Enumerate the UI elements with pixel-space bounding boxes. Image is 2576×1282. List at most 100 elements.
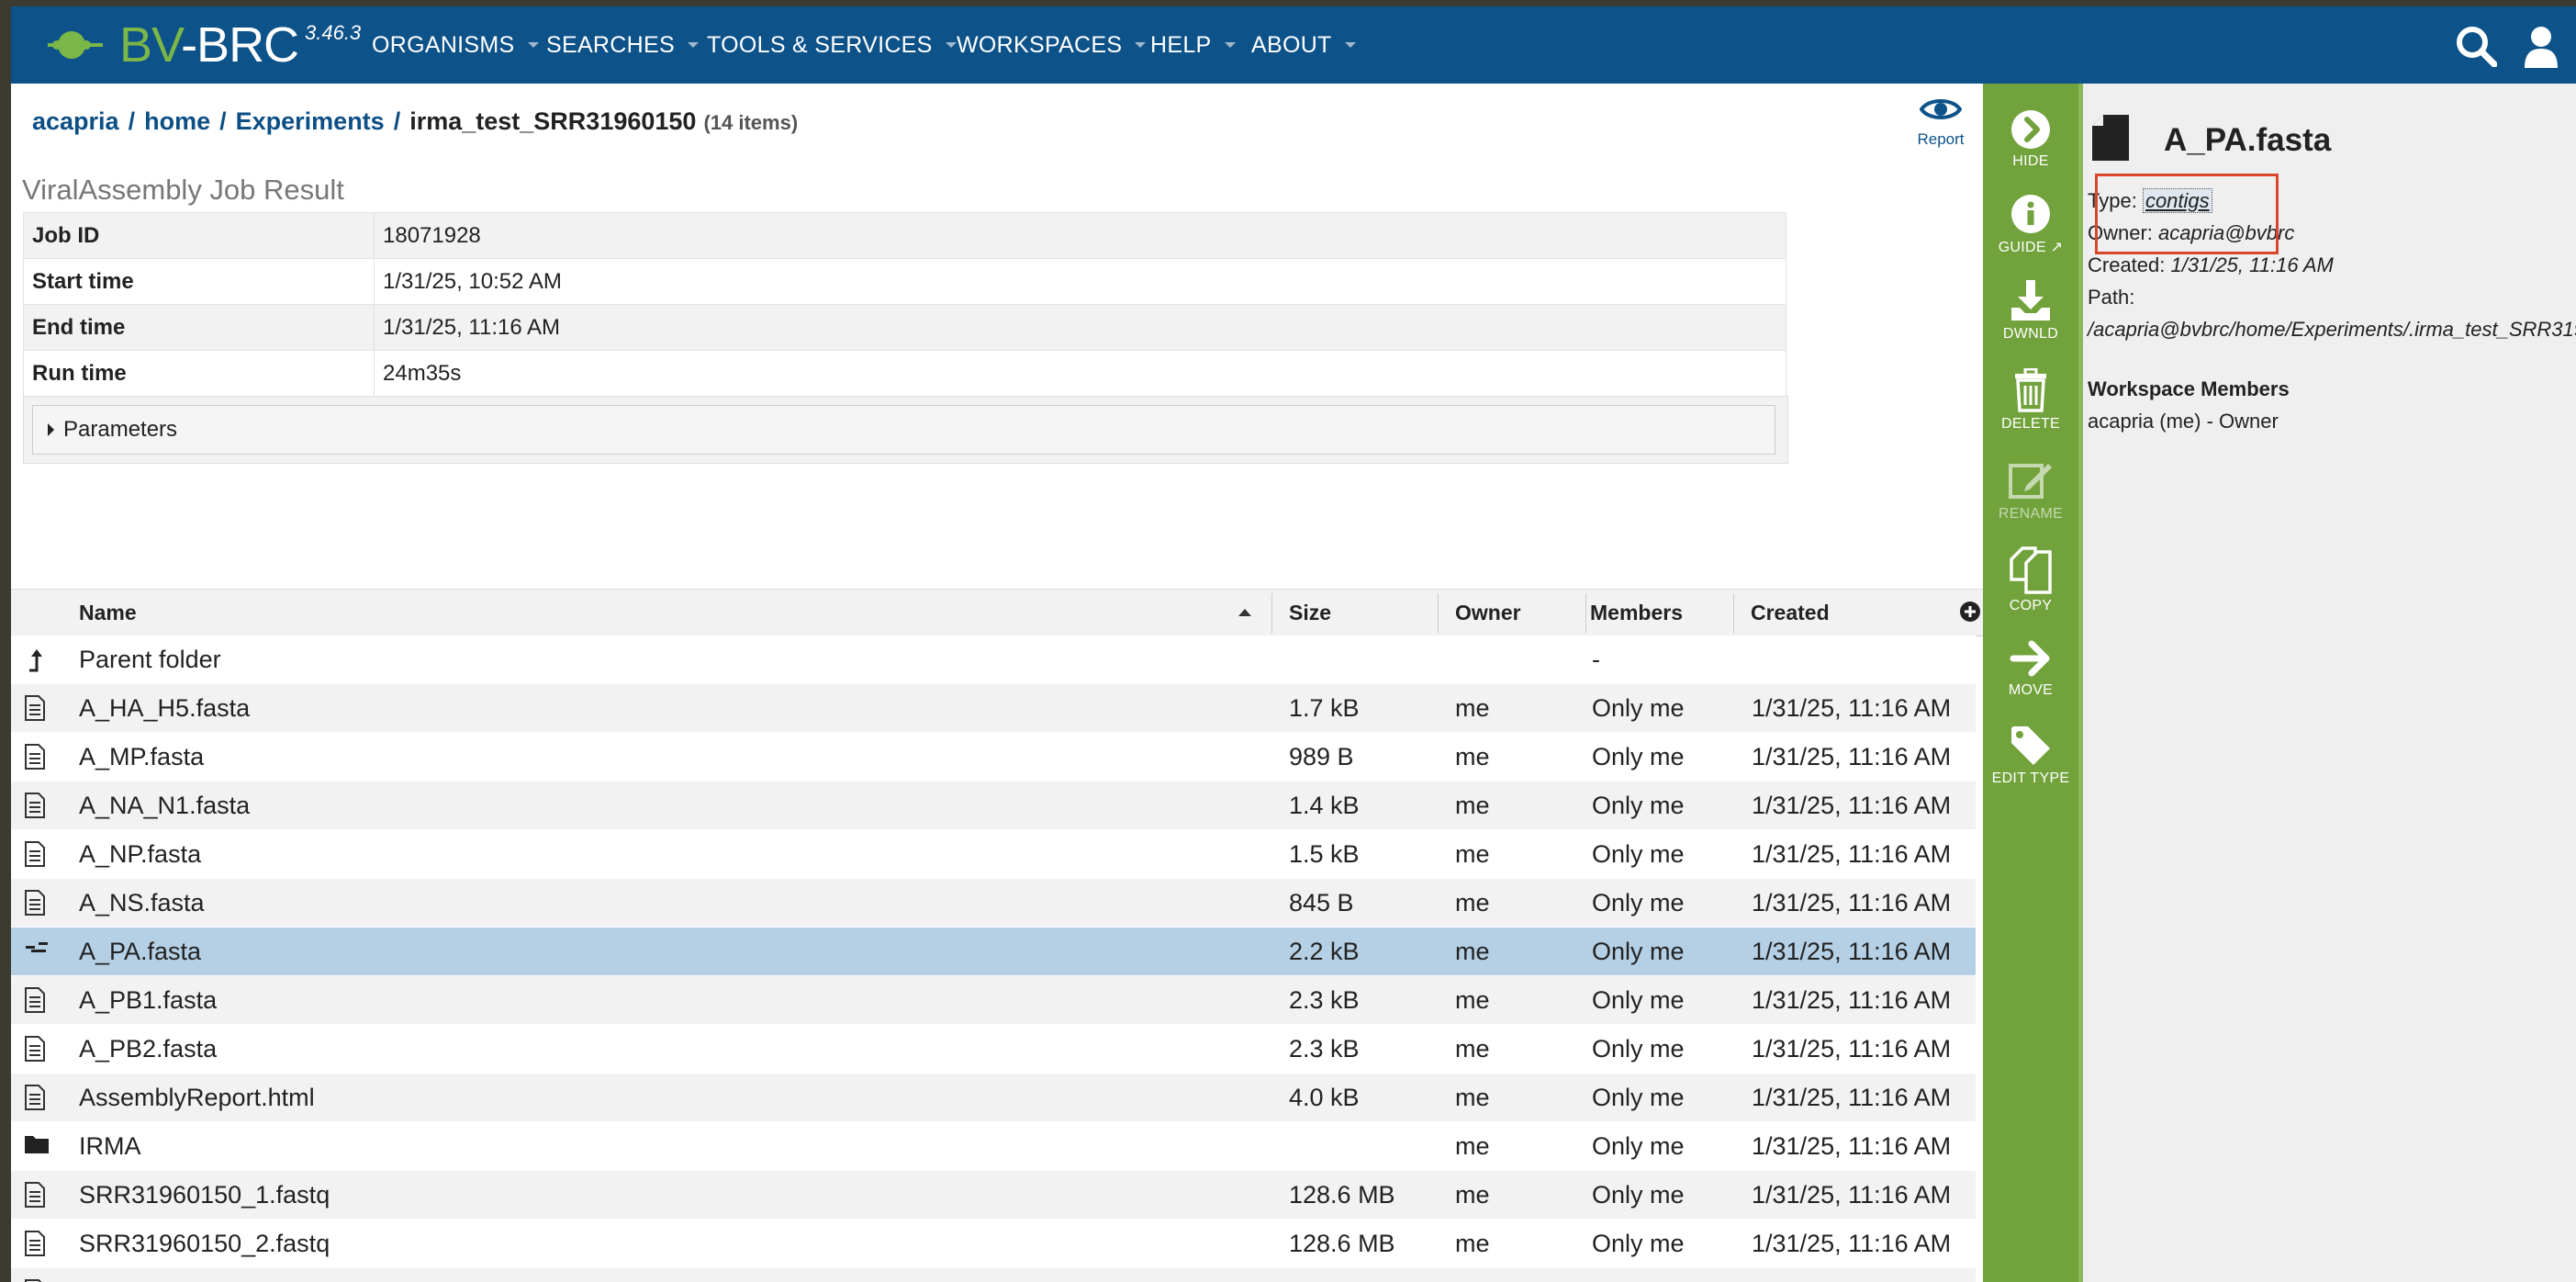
job-row: End time 1/31/25, 11:16 AM bbox=[23, 304, 1786, 351]
edit-type-label: EDIT TYPE bbox=[1991, 770, 2070, 786]
hide-button[interactable]: HIDE bbox=[1983, 109, 2078, 170]
file-owner: me bbox=[1455, 1035, 1490, 1063]
file-created: 1/31/25, 11:16 AM bbox=[1752, 1084, 1952, 1111]
owner-label: Owner: bbox=[2088, 221, 2153, 244]
file-members: Only me bbox=[1592, 840, 1685, 868]
column-divider[interactable] bbox=[1438, 593, 1439, 634]
file-created: 1/31/25, 11:16 AM bbox=[1752, 743, 1952, 770]
report-button[interactable]: Report bbox=[1908, 95, 1974, 149]
file-icon bbox=[24, 793, 46, 818]
file-name: A_HA_H5.fasta bbox=[79, 694, 251, 722]
move-button[interactable]: MOVE bbox=[1983, 638, 2078, 699]
type-value[interactable]: contigs bbox=[2142, 188, 2212, 213]
col-members-header[interactable]: Members bbox=[1590, 601, 1683, 624]
table-row[interactable]: AssemblyReport.html 4.0 kB me Only me 1/31/2… bbox=[11, 1074, 1976, 1121]
file-owner: me bbox=[1455, 743, 1490, 770]
table-row[interactable]: irma_test_SRR31960150_all.fasta 10.9 kB me… bbox=[11, 1268, 1976, 1282]
parameters-toggle[interactable]: Parameters bbox=[32, 405, 1775, 455]
col-created-header[interactable]: Created bbox=[1751, 601, 1830, 624]
file-name: A_NS.fasta bbox=[79, 889, 205, 917]
file-owner: me bbox=[1455, 792, 1490, 819]
table-row[interactable]: Parent folder - bbox=[11, 635, 1976, 683]
copy-button[interactable]: COPY bbox=[1983, 546, 2078, 614]
table-row[interactable]: SRR31960150_1.fastq 128.6 MB me Only me 1/31… bbox=[11, 1171, 1976, 1219]
file-icon bbox=[24, 1182, 46, 1208]
file-icon bbox=[24, 695, 46, 721]
file-owner: me bbox=[1455, 986, 1490, 1014]
app-window: BV-BRC 3.46.3 ORGANISMS SEARCHES TOOLS &… bbox=[11, 6, 2576, 1282]
panel-resize-handle[interactable] bbox=[2078, 84, 2083, 1282]
nav-about-label: ABOUT bbox=[1251, 31, 1332, 58]
chevron-down-icon bbox=[1135, 42, 1147, 48]
col-size-header[interactable]: Size bbox=[1289, 601, 1332, 624]
version-label: 3.46.3 bbox=[305, 21, 362, 44]
nav-tools-label: TOOLS & SERVICES bbox=[707, 31, 933, 58]
col-name-header[interactable]: Name bbox=[79, 601, 137, 624]
sort-ascending-icon[interactable] bbox=[1238, 609, 1251, 616]
column-divider[interactable] bbox=[1585, 593, 1586, 634]
nav-organisms[interactable]: ORGANISMS bbox=[372, 30, 539, 60]
table-row[interactable]: A_NS.fasta 845 B me Only me 1/31/25, 11:16 A… bbox=[11, 879, 1976, 927]
eye-icon bbox=[1919, 99, 1963, 119]
table-row[interactable]: SRR31960150_2.fastq 128.6 MB me Only me 1/31… bbox=[11, 1220, 1976, 1267]
column-divider[interactable] bbox=[1733, 593, 1734, 634]
job-value: 1/31/25, 10:52 AM bbox=[374, 258, 1786, 305]
table-row[interactable]: IRMA me Only me 1/31/25, 11:16 AM bbox=[11, 1122, 1976, 1170]
nav-workspaces[interactable]: WORKSPACES bbox=[957, 30, 1147, 60]
file-owner: me bbox=[1455, 889, 1490, 917]
guide-button[interactable]: GUIDE ↗ bbox=[1983, 194, 2078, 256]
file-owner: me bbox=[1455, 1084, 1490, 1111]
file-size: 1.7 kB bbox=[1289, 694, 1360, 722]
col-owner-header[interactable]: Owner bbox=[1455, 601, 1521, 624]
job-key: Job ID bbox=[23, 212, 375, 259]
logo-brand-text: BV-BRC bbox=[119, 17, 299, 73]
column-chooser-icon[interactable] bbox=[1959, 601, 1981, 623]
nav-help[interactable]: HELP bbox=[1150, 30, 1236, 60]
user-icon[interactable] bbox=[2523, 25, 2559, 69]
job-key: End time bbox=[23, 304, 375, 351]
breadcrumb-separator: / bbox=[128, 107, 136, 135]
file-created: 1/31/25, 11:16 AM bbox=[1752, 889, 1952, 917]
rename-button: RENAME bbox=[1983, 458, 2078, 523]
chevron-down-icon bbox=[687, 42, 699, 48]
breadcrumb-acapria[interactable]: acapria bbox=[32, 107, 119, 135]
file-name: A_PB2.fasta bbox=[79, 1035, 218, 1063]
edit-type-button[interactable]: EDIT TYPE bbox=[1983, 725, 2078, 787]
file-name: SRR31960150_2.fastq bbox=[79, 1230, 330, 1257]
breadcrumb-separator: / bbox=[219, 107, 227, 135]
contigs-icon bbox=[24, 939, 48, 964]
table-row[interactable]: A_MP.fasta 989 B me Only me 1/31/25, 11:16 A… bbox=[11, 733, 1976, 781]
file-name: Parent folder bbox=[79, 646, 221, 673]
delete-button[interactable]: DELETE bbox=[1983, 368, 2078, 433]
table-row[interactable]: A_HA_H5.fasta 1.7 kB me Only me 1/31/25, 11:… bbox=[11, 684, 1976, 732]
owner-value: acapria@bvbrc bbox=[2158, 221, 2295, 244]
search-icon[interactable] bbox=[2455, 25, 2497, 67]
move-label: MOVE bbox=[2008, 682, 2054, 698]
file-members: Only me bbox=[1592, 694, 1685, 722]
job-value: 18071928 bbox=[374, 212, 1786, 259]
table-row[interactable]: A_PB2.fasta 2.3 kB me Only me 1/31/25, 11:16… bbox=[11, 1025, 1976, 1073]
bvbrc-logo[interactable]: BV-BRC 3.46.3 bbox=[39, 17, 361, 73]
file-icon bbox=[24, 890, 46, 916]
table-row[interactable]: A_PA.fasta 2.2 kB me Only me 1/31/25, 11:16 … bbox=[11, 928, 1976, 975]
type-line: Type: contigs bbox=[2088, 188, 2212, 213]
file-size: 2.2 kB bbox=[1289, 938, 1360, 965]
file-members: Only me bbox=[1592, 1268, 1685, 1282]
table-row[interactable]: A_NP.fasta 1.5 kB me Only me 1/31/25, 11:16 … bbox=[11, 830, 1976, 878]
file-icon bbox=[24, 1036, 46, 1062]
folder-icon bbox=[24, 1133, 49, 1159]
nav-about[interactable]: ABOUT bbox=[1251, 30, 1356, 60]
breadcrumb-experiments[interactable]: Experiments bbox=[235, 107, 385, 135]
table-row[interactable]: A_NA_N1.fasta 1.4 kB me Only me 1/31/25, 11:… bbox=[11, 782, 1976, 829]
table-row[interactable]: A_PB1.fasta 2.3 kB me Only me 1/31/25, 11:16… bbox=[11, 976, 1976, 1024]
download-button[interactable]: DWNLD bbox=[1983, 278, 2078, 343]
breadcrumb-home[interactable]: home bbox=[144, 107, 211, 135]
file-created: 1/31/25, 11:16 AM bbox=[1752, 694, 1952, 722]
file-owner: me bbox=[1455, 1230, 1490, 1257]
nav-tools-services[interactable]: TOOLS & SERVICES bbox=[707, 30, 957, 60]
edit-icon bbox=[2009, 464, 2052, 499]
nav-searches[interactable]: SEARCHES bbox=[546, 30, 699, 60]
item-count: (14 items) bbox=[703, 111, 799, 134]
file-size: 128.6 MB bbox=[1289, 1230, 1395, 1257]
column-divider[interactable] bbox=[1271, 593, 1272, 634]
